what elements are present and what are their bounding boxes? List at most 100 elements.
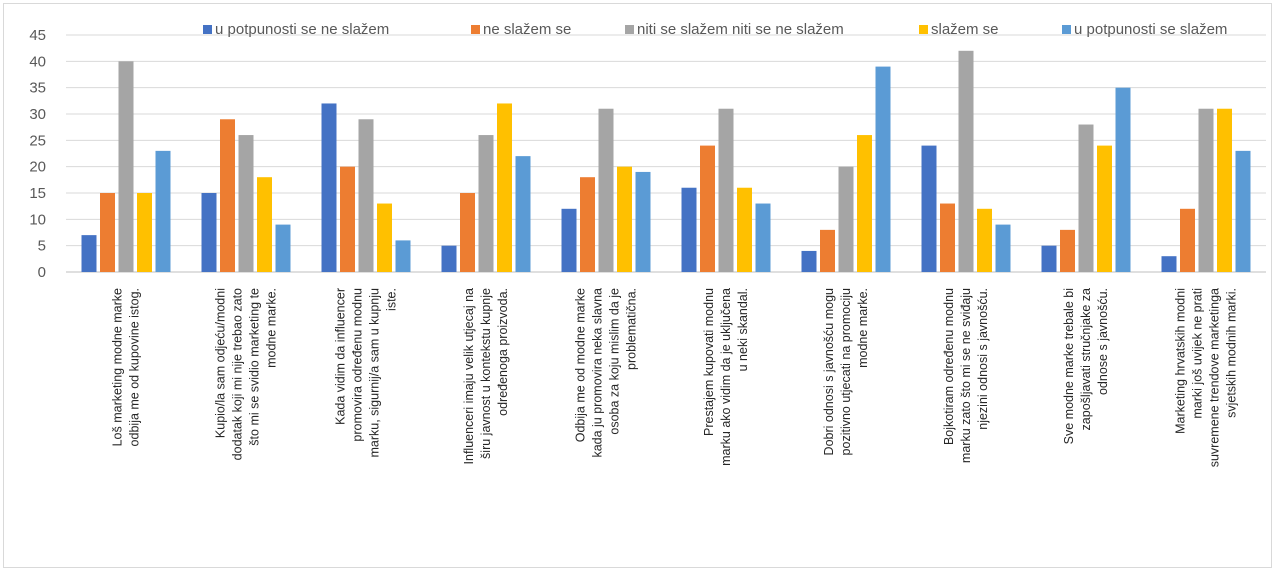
bar xyxy=(755,203,771,272)
bar xyxy=(201,193,217,272)
x-category-label-line: Loš marketing modne marke xyxy=(111,288,125,446)
bar xyxy=(635,171,651,272)
bar xyxy=(1097,145,1112,272)
bar xyxy=(257,177,272,272)
bar xyxy=(801,250,817,272)
legend-label: u potpunosti se ne slažem xyxy=(215,21,389,38)
bar xyxy=(118,61,134,273)
x-category-label: Odbija me od modne marke kada ju promovir… xyxy=(574,288,639,458)
bar xyxy=(460,193,475,272)
legend-item: slažem se xyxy=(919,21,999,38)
y-tick-label: 30 xyxy=(29,106,46,123)
bar xyxy=(838,166,854,272)
legend-label: niti se slažem niti se ne slažem xyxy=(637,21,844,38)
legend-swatch xyxy=(919,25,928,34)
legend-swatch xyxy=(625,25,634,34)
x-category-label-line: svjetskih modnih marki. xyxy=(1225,288,1239,418)
x-category-label-line: pozitivno utjecati na promociju xyxy=(839,288,853,455)
bar xyxy=(580,177,595,272)
x-category-label-line: Kupio/la sam odjeću/modni xyxy=(214,288,228,438)
bar xyxy=(220,119,235,273)
x-category-label-line: iste. xyxy=(385,288,399,311)
x-category-label-line: marku zato što mi se ne sviđaju xyxy=(959,288,973,463)
legend-label: slažem se xyxy=(931,21,999,38)
x-category-label: Influenceri imaju velik utjecaj na širu j… xyxy=(462,288,510,465)
bar xyxy=(958,50,974,272)
bar xyxy=(820,229,835,272)
bars xyxy=(81,50,1251,273)
bar xyxy=(940,203,955,272)
x-category-label-line: što mi se svidio marketing te xyxy=(248,288,262,446)
x-category-label-line: u neki skandal. xyxy=(736,288,750,371)
x-category-label-line: marki još uvijek ne prati xyxy=(1191,288,1205,419)
bar xyxy=(441,245,457,272)
x-category-label-line: dodatak koji mi nije trebao zato xyxy=(231,288,245,460)
bar xyxy=(1180,208,1195,272)
x-category-label-line: kada ju promovira neka slavna xyxy=(591,288,605,458)
bar xyxy=(340,166,355,272)
legend-swatch xyxy=(203,25,212,34)
x-category-label-line: Influenceri imaju velik utjecaj na xyxy=(462,288,476,465)
legend: u potpunosti se ne slažem ne slažem se nit… xyxy=(203,21,1227,38)
x-category-label-line: zapošljavati stručnjake za xyxy=(1079,288,1093,430)
bar xyxy=(100,193,115,272)
bar xyxy=(921,145,937,272)
x-category-label: Dobri odnosi s javnošću mogu pozitivno ut… xyxy=(822,288,870,455)
x-category-label-line: odbija me od kupovine istog. xyxy=(128,288,142,446)
bar xyxy=(737,187,752,272)
legend-label: u potpunosti se slažem xyxy=(1074,21,1227,38)
bar xyxy=(995,224,1011,272)
bar xyxy=(1161,256,1177,272)
x-category-label-line: osoba za koju mislim da je xyxy=(608,288,622,435)
bar xyxy=(515,156,531,272)
bar xyxy=(561,208,577,272)
x-category-label: Marketing hrvatskih modni marki još uvije… xyxy=(1174,288,1239,467)
bar xyxy=(497,103,512,272)
bar xyxy=(718,108,734,272)
y-tick-label: 20 xyxy=(29,159,46,176)
x-category-label-line: Odbija me od modne marke xyxy=(574,288,588,442)
y-tick-label: 5 xyxy=(38,238,46,255)
y-tick-label: 15 xyxy=(29,185,46,202)
y-axis: 0 5 10 15 20 25 30 35 40 45 xyxy=(29,27,46,281)
bar xyxy=(377,203,392,272)
chart-frame: 0 5 10 15 20 25 30 35 40 45 Loš marketing modne m… xyxy=(3,3,1272,568)
legend-label: ne slažem se xyxy=(483,21,571,38)
x-axis-labels: Loš marketing modne marke odbija me od ku… xyxy=(111,288,1239,467)
x-category-label-line: Kada vidim da influencer xyxy=(334,288,348,425)
x-category-label-line: Sve modne marke trebale bi xyxy=(1062,288,1076,444)
x-category-label: Loš marketing modne marke odbija me od ku… xyxy=(111,288,142,446)
x-category-label-line: modne marke. xyxy=(265,288,279,368)
bar xyxy=(137,193,152,272)
x-category-label-line: marku, sigurnij/a sam u kupnju xyxy=(368,288,382,458)
bar xyxy=(857,135,872,272)
bar xyxy=(81,235,97,272)
y-tick-label: 25 xyxy=(29,132,46,149)
bar xyxy=(1041,245,1057,272)
bar xyxy=(1217,108,1232,272)
legend-item: u potpunosti se ne slažem xyxy=(203,21,389,38)
x-category-label-line: odnose s javnošću. xyxy=(1096,288,1110,395)
x-category-label-line: njezini odnosi s javnošću. xyxy=(976,288,990,430)
bar xyxy=(1078,124,1094,273)
bar xyxy=(875,66,891,272)
y-tick-label: 45 xyxy=(29,27,46,44)
x-category-label-line: širu javnost u kontekstu kupnje xyxy=(479,288,493,459)
bar xyxy=(617,166,632,272)
bar xyxy=(478,135,494,272)
x-category-label-line: Marketing hrvatskih modni xyxy=(1174,288,1188,434)
legend-item: ne slažem se xyxy=(471,21,571,38)
bar xyxy=(321,103,337,272)
bar xyxy=(1115,87,1131,273)
bar xyxy=(598,108,614,272)
legend-swatch xyxy=(1062,25,1071,34)
x-category-label-line: određenoga proizvoda. xyxy=(496,288,510,416)
y-tick-label: 0 xyxy=(38,264,46,281)
legend-item: u potpunosti se slažem xyxy=(1062,21,1227,38)
x-category-label-line: Dobri odnosi s javnošću mogu xyxy=(822,288,836,455)
bar xyxy=(1235,150,1251,272)
x-category-label-line: Prestajem kupovati modnu xyxy=(702,288,716,436)
bar xyxy=(681,187,697,272)
bar xyxy=(1060,229,1075,272)
y-tick-label: 10 xyxy=(29,211,46,228)
